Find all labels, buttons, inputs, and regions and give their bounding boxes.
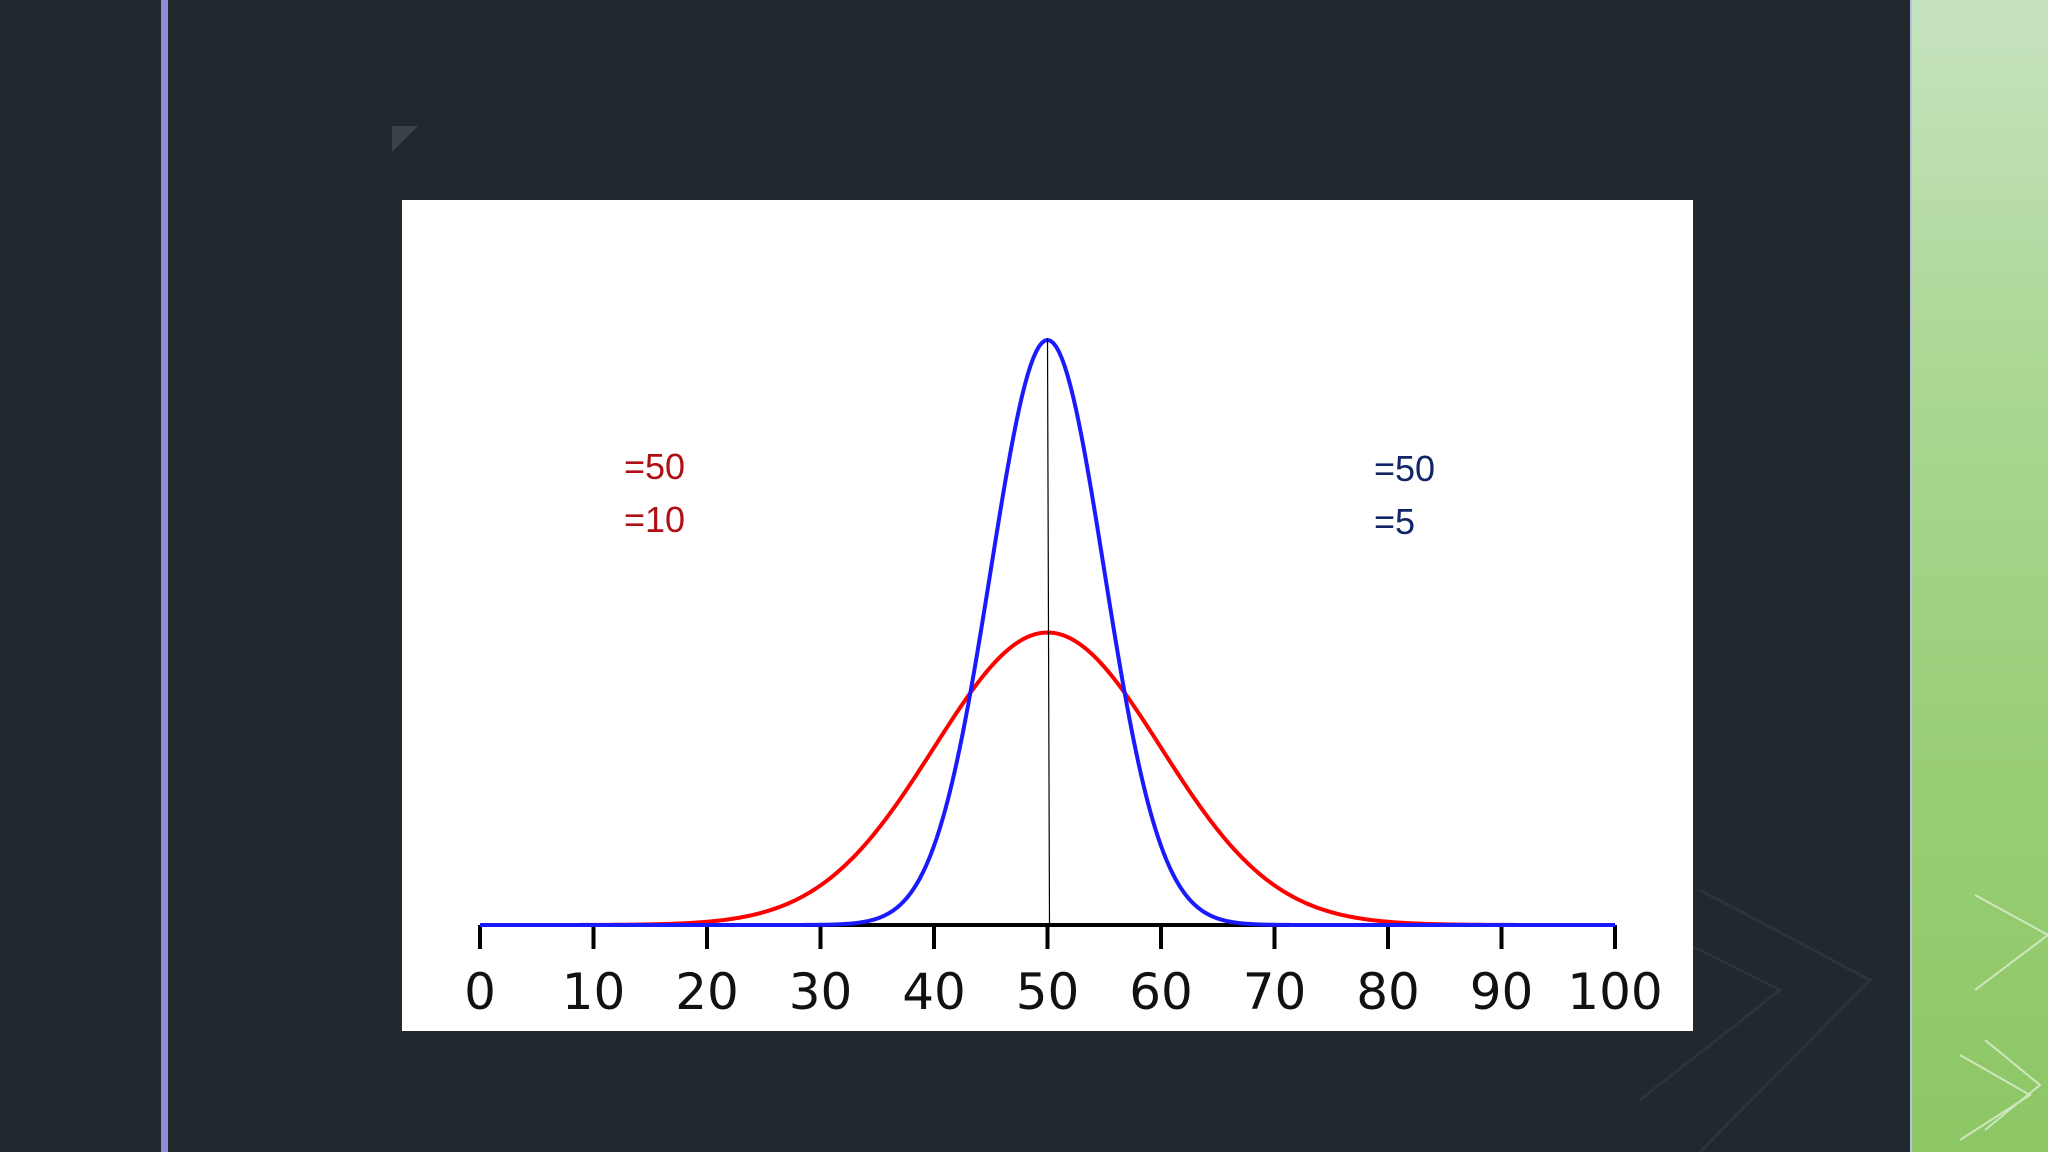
- x-tick-label: 60: [1129, 963, 1193, 1021]
- mean-reference-line: [1046, 337, 1051, 926]
- left-accent-rule: [161, 0, 168, 1152]
- chart-panel: 0 10 20 30 40 50 60 70 80 90 100 =50 =10 =50 =5: [402, 200, 1693, 1031]
- x-tick-label: 40: [902, 963, 966, 1021]
- normal-distribution-chart: 0 10 20 30 40 50 60 70 80 90 100: [464, 337, 1663, 1021]
- blue-sd-label: =5: [1374, 501, 1416, 542]
- blue-mean-label: =50: [1374, 448, 1436, 489]
- corner-triangle-icon: [392, 126, 418, 152]
- x-tick-label: 30: [789, 963, 853, 1021]
- x-tick-label: 0: [464, 963, 496, 1021]
- series-line-red: [480, 630, 1615, 927]
- red-sd-label: =10: [624, 499, 686, 540]
- x-tick-label: 20: [675, 963, 739, 1021]
- right-decorative-panel: [1912, 0, 2048, 1152]
- x-tick-label: 100: [1567, 963, 1662, 1021]
- x-tick-label: 70: [1243, 963, 1307, 1021]
- x-tick-label: 90: [1470, 963, 1534, 1021]
- x-tick-label: 50: [1016, 963, 1080, 1021]
- x-tick-label: 80: [1356, 963, 1420, 1021]
- red-mean-label: =50: [624, 446, 686, 487]
- x-tick-label: 10: [562, 963, 626, 1021]
